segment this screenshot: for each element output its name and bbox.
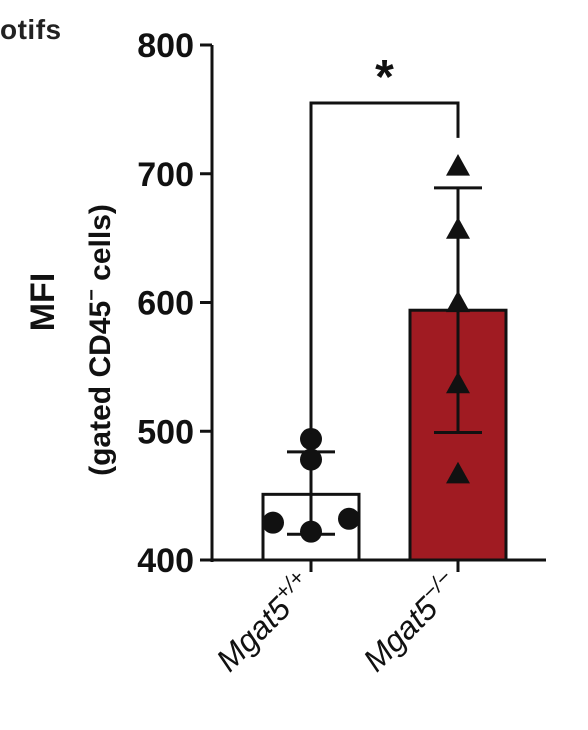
y-tick-label: 400 <box>137 542 194 580</box>
data-point-circle <box>262 511 284 534</box>
significance-bracket: * <box>309 51 460 434</box>
data-point-triangle <box>446 461 470 484</box>
data-point-circle <box>300 520 322 543</box>
y-axis-title-sup: − <box>81 289 103 301</box>
significance-line <box>309 101 460 434</box>
bars <box>261 308 508 562</box>
y-tick-label: 800 <box>137 27 194 65</box>
y-axis-title: MFI (gated CD45− cells) <box>24 204 117 476</box>
significance-label: * <box>375 51 394 104</box>
data-point-triangle <box>446 154 470 176</box>
y-axis-title-line1: MFI <box>24 273 62 332</box>
y-axis-title-line2-b: cells) <box>84 204 117 289</box>
partial-panel-title: otifs <box>0 14 62 45</box>
data-point-triangle <box>446 290 470 313</box>
x-axis-labels: Mgat5+/+ Mgat5−/− <box>206 565 467 679</box>
data-point-circle <box>338 507 360 530</box>
y-tick-label: 700 <box>137 156 194 194</box>
x-tick-label: Mgat5−/− <box>353 565 467 679</box>
y-axis-title-line2-a: (gated CD45 <box>84 301 117 476</box>
axes: 400 500 600 700 800 <box>137 27 546 580</box>
data-point-triangle <box>446 217 470 239</box>
y-tick-label: 500 <box>137 413 194 451</box>
x-tick-label: Mgat5+/+ <box>206 565 320 679</box>
data-point-circle <box>300 448 322 471</box>
y-axis-title-line2: (gated CD45− cells) <box>81 204 117 476</box>
data-point-circle <box>300 427 322 450</box>
data-point-triangle <box>446 371 470 394</box>
y-tick-label: 600 <box>137 285 194 323</box>
data-points <box>262 154 470 543</box>
